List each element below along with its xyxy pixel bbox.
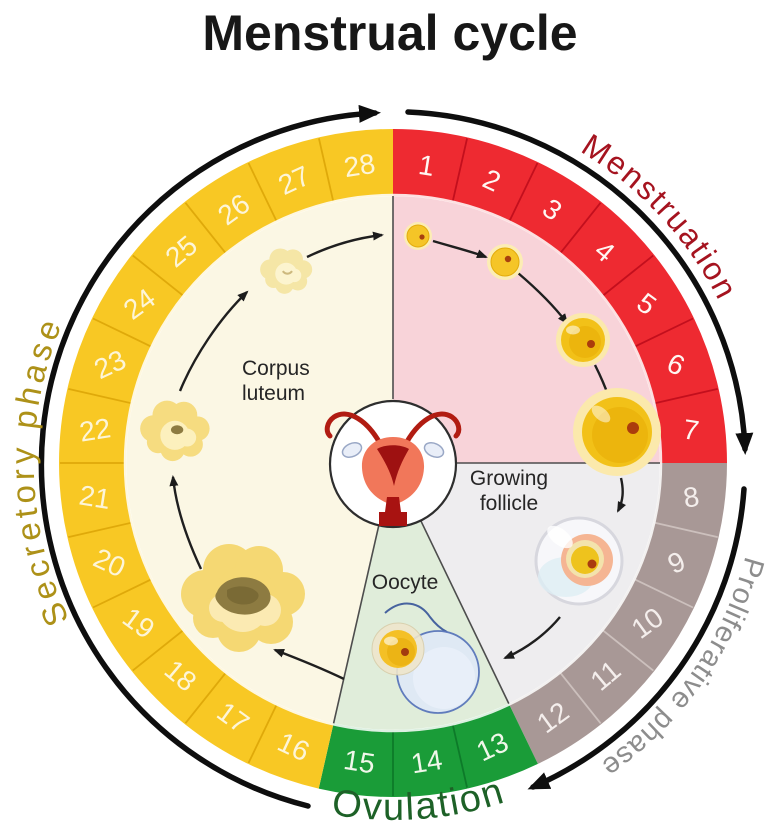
day-number-8: 8: [681, 481, 701, 514]
day-segment-17: [184, 671, 278, 764]
day-segment-21: [59, 463, 133, 538]
arrow: [503, 616, 561, 660]
day-divider: [247, 162, 278, 221]
day-divider: [508, 162, 539, 221]
day-divider: [92, 317, 151, 348]
day-segment-15: [318, 723, 393, 797]
day-divider: [452, 138, 468, 201]
ring-inner-edge: [123, 193, 663, 733]
wedge-divider: [420, 520, 510, 704]
day-segment-27: [248, 137, 334, 223]
corpus-luteum-developing-icon: [140, 400, 210, 462]
day-number-14: 14: [409, 744, 445, 779]
wedge-divider: [332, 525, 380, 724]
menstruation-arc-arrow: [405, 109, 754, 455]
cycle-step-arrows: [169, 231, 627, 681]
day-segment-13: [452, 703, 538, 789]
uterus-icon: [324, 399, 462, 529]
day-number-1: 1: [416, 149, 436, 182]
day-divider: [655, 522, 718, 538]
day-divider: [602, 629, 654, 672]
day-number-15: 15: [342, 744, 378, 779]
arrow: [306, 231, 384, 259]
day-divider: [132, 254, 184, 297]
day-segment-1: [393, 129, 468, 203]
day-number-28: 28: [342, 148, 378, 183]
day-divider: [68, 388, 131, 404]
day-divider: [559, 202, 602, 254]
day-segment-6: [633, 318, 719, 404]
day-segment-20: [67, 522, 153, 608]
day-divider: [247, 705, 278, 764]
secretory-arc-arrow: [38, 104, 381, 809]
day-divider: [318, 138, 334, 201]
corpus-luteum-label: Corpus luteum: [242, 357, 310, 405]
day-segment-12: [508, 671, 602, 764]
day-segment-8: [653, 463, 727, 538]
day-divider: [184, 672, 227, 724]
oocyte-label: Oocyte: [371, 571, 439, 594]
follicle-stage-3-icon: [556, 313, 610, 367]
growing-follicle-icon: [534, 516, 624, 606]
day-divider: [184, 202, 227, 254]
day-divider: [635, 317, 694, 348]
day-segment-7: [653, 388, 727, 463]
follicle-stage-4-icon: [573, 388, 661, 476]
day-divider: [655, 388, 718, 404]
proliferative-arc-arrow: [527, 486, 747, 790]
day-segment-10: [601, 578, 694, 672]
arrow: [616, 477, 627, 513]
day-segment-16: [248, 703, 334, 789]
day-segment-3: [508, 162, 602, 255]
day-segment-23: [67, 318, 153, 404]
day-number-7: 7: [681, 413, 701, 446]
day-divider: [559, 672, 602, 724]
day-segment-19: [92, 578, 185, 672]
arrow: [517, 272, 569, 325]
day-number-22: 22: [77, 412, 113, 447]
day-number-21: 21: [77, 479, 113, 514]
growing-follicle-label: Growing follicle: [469, 467, 549, 515]
day-segment-5: [601, 254, 694, 348]
phase-direction-arcs: [38, 104, 754, 809]
oocyte-sperm-icon: [371, 602, 480, 714]
arrow: [432, 239, 488, 259]
day-divider: [92, 578, 151, 609]
day-segment-14: [393, 723, 468, 797]
page-title: Menstrual cycle: [202, 5, 578, 61]
day-divider: [452, 725, 468, 788]
corpus-luteum-mature-icon: [181, 544, 305, 652]
day-segment-2: [452, 137, 538, 223]
day-divider: [68, 522, 131, 538]
day-segment-28: [318, 129, 393, 203]
corpus-albicans-icon: [260, 248, 313, 294]
arrow: [178, 290, 249, 392]
follicle-stage-2-icon: [487, 244, 523, 280]
day-divider: [602, 254, 654, 297]
arrow: [169, 475, 203, 570]
day-segment-24: [92, 254, 185, 348]
day-ring: 1 234567891011121314151617181920212223242…: [59, 129, 727, 797]
day-divider: [635, 578, 694, 609]
follicle-stage-1-icon: [404, 222, 432, 250]
day-segment-26: [184, 162, 278, 255]
day-segment-9: [633, 522, 719, 608]
arrow: [273, 648, 345, 681]
day-divider: [132, 629, 184, 672]
day-segment-22: [59, 388, 133, 463]
